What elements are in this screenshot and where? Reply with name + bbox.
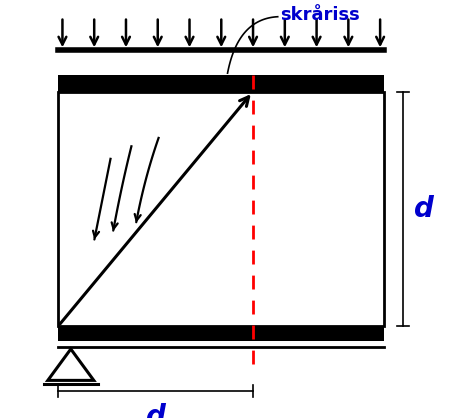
Text: skråriss: skråriss [280,5,359,24]
Bar [58,75,384,92]
Text: d: d [146,403,165,418]
Bar [58,92,384,326]
Text: d: d [414,195,434,223]
Bar [58,326,384,341]
